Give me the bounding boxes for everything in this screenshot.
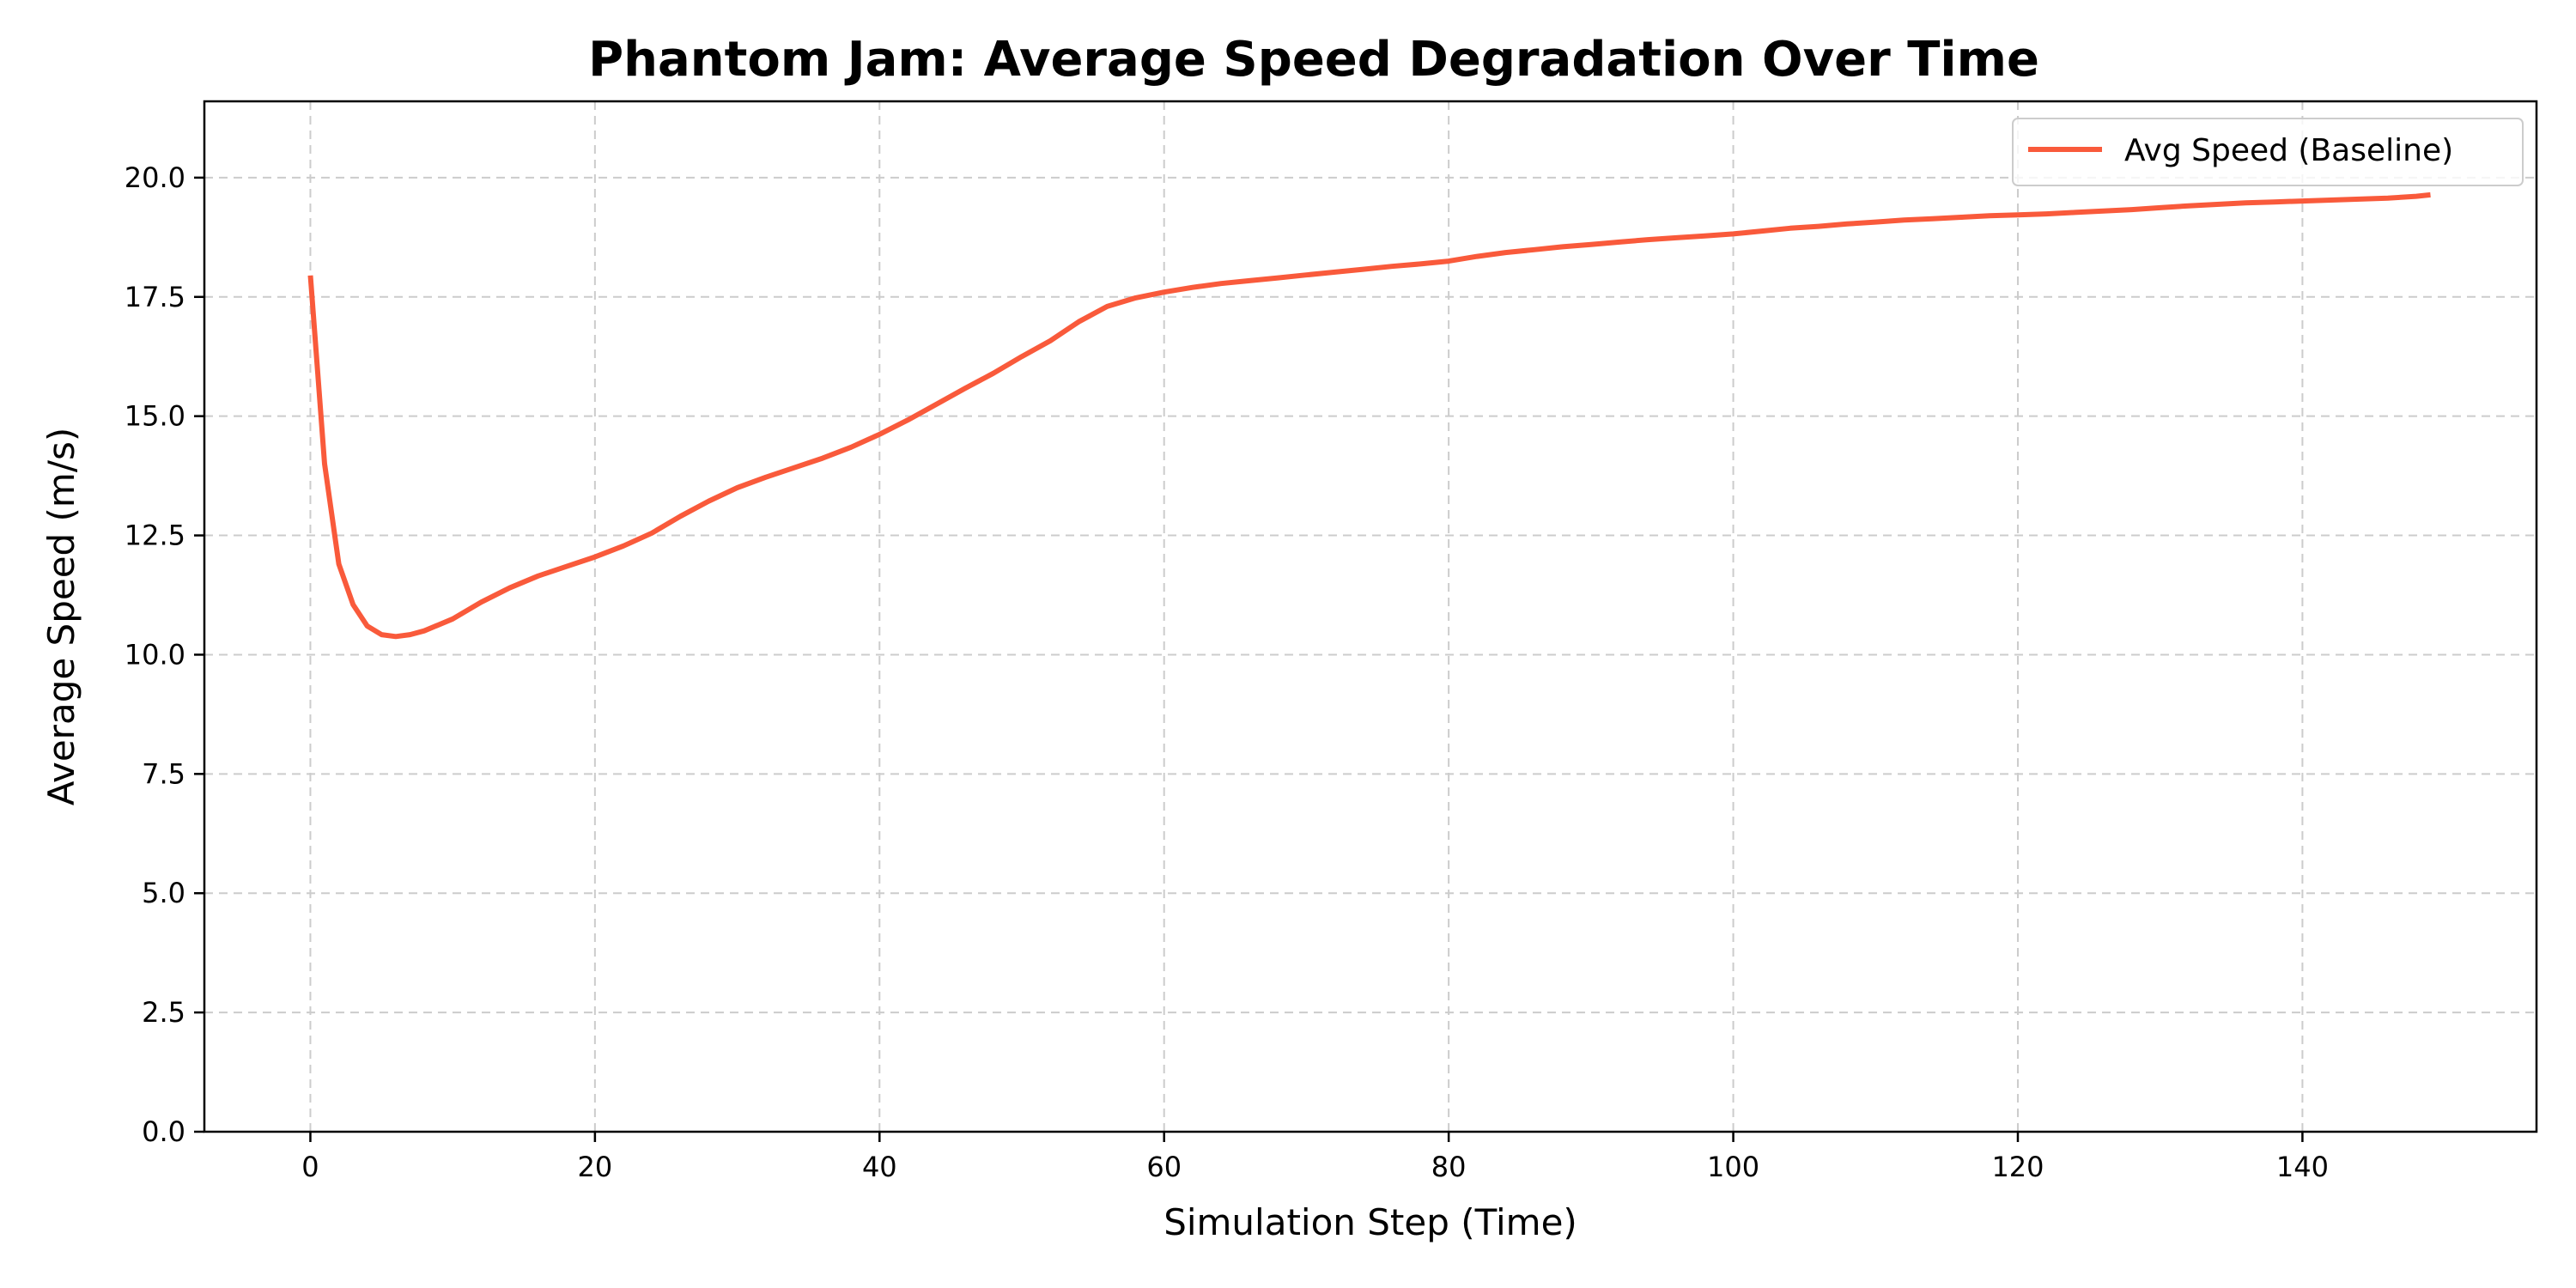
y-axis-label: Average Speed (m/s) bbox=[40, 428, 82, 806]
y-tick-label: 20.0 bbox=[125, 161, 185, 194]
x-tick-label: 140 bbox=[2276, 1151, 2329, 1183]
x-tick-label: 0 bbox=[301, 1151, 319, 1183]
y-tick-label: 0.0 bbox=[142, 1115, 185, 1148]
y-tick-label: 17.5 bbox=[125, 281, 185, 313]
legend: Avg Speed (Baseline) bbox=[2012, 118, 2524, 186]
x-tick-label: 40 bbox=[862, 1151, 897, 1183]
chart-title: Phantom Jam: Average Speed Degradation O… bbox=[588, 32, 2039, 88]
y-tick-label: 7.5 bbox=[142, 757, 185, 790]
series-layer bbox=[307, 191, 2431, 640]
x-tick-label: 60 bbox=[1146, 1151, 1182, 1183]
x-tick-label: 80 bbox=[1431, 1151, 1467, 1183]
y-tick-label: 2.5 bbox=[142, 996, 185, 1029]
x-tick-label: 100 bbox=[1707, 1151, 1759, 1183]
legend-label: Avg Speed (Baseline) bbox=[2124, 133, 2453, 168]
x-axis-label: Simulation Step (Time) bbox=[1163, 1201, 1577, 1243]
plot-frame bbox=[203, 100, 2538, 1133]
grid bbox=[204, 101, 2537, 1133]
x-tick-label: 20 bbox=[578, 1151, 613, 1183]
y-tick-label: 12.5 bbox=[125, 519, 185, 552]
y-tick-label: 5.0 bbox=[142, 877, 185, 909]
legend-box bbox=[2012, 118, 2524, 186]
y-axis: 0.0 2.5 5.0 7.5 10.0 12.5 15.0 17.5 20.0 bbox=[125, 161, 204, 1148]
x-axis: 0 20 40 60 80 100 120 140 bbox=[301, 1132, 2329, 1183]
y-tick-label: 10.0 bbox=[125, 638, 185, 671]
series-line bbox=[307, 191, 2431, 640]
x-tick-label: 120 bbox=[1991, 1151, 2044, 1183]
y-tick-label: 15.0 bbox=[125, 400, 185, 433]
